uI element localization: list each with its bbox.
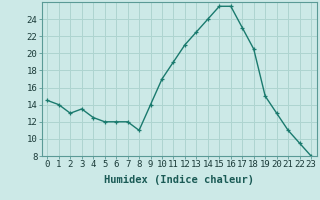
X-axis label: Humidex (Indice chaleur): Humidex (Indice chaleur): [104, 175, 254, 185]
